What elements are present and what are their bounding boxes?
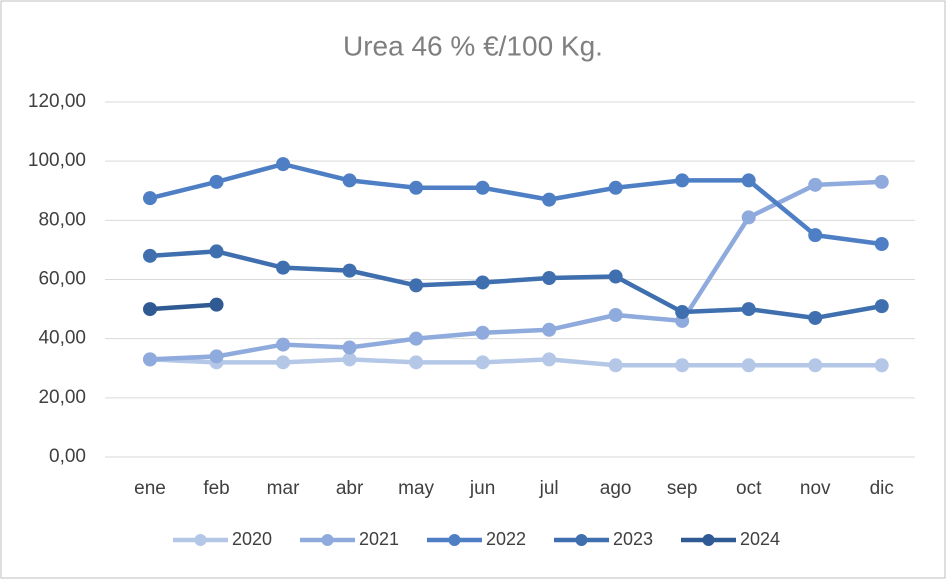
legend-label: 2021 <box>359 529 399 549</box>
y-tick-label: 80,00 <box>38 209 86 230</box>
y-tick-label: 0,00 <box>49 446 86 467</box>
data-point <box>808 358 823 373</box>
legend-marker <box>575 534 588 546</box>
x-tick-label: ago <box>600 478 632 499</box>
data-point <box>675 358 690 373</box>
data-point <box>409 331 424 346</box>
data-point <box>143 191 158 206</box>
x-tick-label: feb <box>203 478 229 499</box>
legend-label: 2020 <box>232 529 272 549</box>
x-tick-label: sep <box>667 478 698 499</box>
data-point <box>143 352 158 367</box>
data-point <box>741 302 756 317</box>
series-line <box>149 357 882 368</box>
data-point <box>475 275 490 290</box>
y-tick-label: 20,00 <box>38 387 86 408</box>
legend-marker <box>321 534 334 546</box>
data-point <box>542 352 557 367</box>
x-tick-label: mar <box>267 478 300 499</box>
legend-marker <box>448 534 461 546</box>
x-tick-label: may <box>398 478 434 499</box>
data-point <box>874 299 889 314</box>
x-tick-label: dic <box>870 478 894 499</box>
data-point <box>276 260 291 275</box>
x-tick-label: jul <box>539 478 559 499</box>
legend-label: 2022 <box>486 529 526 549</box>
data-point <box>276 355 291 370</box>
series-line <box>149 249 883 321</box>
data-point <box>276 157 291 172</box>
data-point <box>209 349 224 364</box>
data-point <box>342 173 357 188</box>
data-point <box>608 358 623 373</box>
legend-marker <box>194 534 207 546</box>
data-point <box>808 310 823 325</box>
y-tick-label: 100,00 <box>28 150 86 171</box>
data-point <box>409 355 424 370</box>
data-point <box>342 340 357 355</box>
data-point <box>874 358 889 373</box>
data-point <box>808 228 823 243</box>
data-point <box>342 263 357 278</box>
data-point <box>675 173 690 188</box>
data-point <box>475 325 490 340</box>
data-point <box>342 352 357 367</box>
legend-label: 2023 <box>613 529 653 549</box>
data-point <box>608 180 623 195</box>
data-point <box>542 271 557 286</box>
data-point <box>741 210 756 225</box>
data-point <box>608 269 623 284</box>
data-point <box>874 174 889 189</box>
y-tick-label: 60,00 <box>38 269 86 290</box>
data-point <box>209 244 224 259</box>
data-point <box>475 355 490 370</box>
data-point <box>409 278 424 293</box>
data-point <box>276 337 291 352</box>
data-point <box>542 192 557 207</box>
data-point <box>608 308 623 322</box>
legend-label: 2024 <box>740 529 780 549</box>
y-tick-label: 40,00 <box>38 328 86 349</box>
data-point <box>475 180 490 195</box>
data-point <box>741 358 756 373</box>
data-point <box>143 248 158 263</box>
data-point <box>409 180 424 195</box>
series-line <box>149 179 882 362</box>
data-point <box>209 174 224 189</box>
legend-marker <box>702 534 715 546</box>
series-line <box>149 302 217 312</box>
x-tick-label: nov <box>800 478 831 499</box>
data-point <box>741 173 756 188</box>
x-tick-label: jun <box>469 478 495 499</box>
series-line <box>149 161 883 247</box>
x-tick-label: abr <box>336 478 364 499</box>
data-point <box>143 302 158 317</box>
data-point <box>542 322 557 337</box>
data-point <box>874 237 889 251</box>
chart-title: Urea 46 % €/100 Kg. <box>343 30 603 61</box>
x-tick-label: oct <box>736 478 762 499</box>
data-point <box>675 305 690 320</box>
data-point <box>209 297 224 312</box>
data-point <box>808 177 823 192</box>
y-tick-label: 120,00 <box>28 91 86 112</box>
x-tick-label: ene <box>134 478 166 499</box>
